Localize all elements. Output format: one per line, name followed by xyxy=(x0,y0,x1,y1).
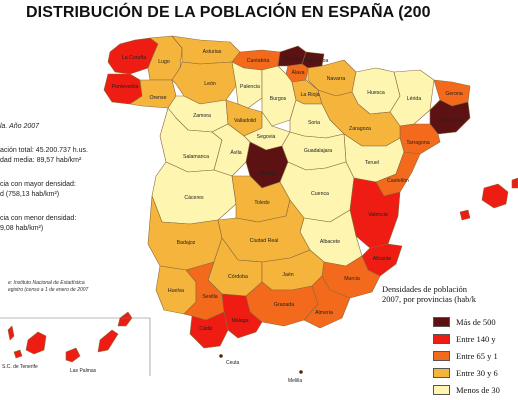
legend-item-medium: Entre 65 y 1 xyxy=(433,350,498,362)
label-castellon: Castellón xyxy=(387,178,409,184)
label-gerona: Gerona xyxy=(445,91,462,97)
label-ceuta: Ceuta xyxy=(226,360,240,366)
province-orense[interactable] xyxy=(129,79,177,109)
legend-swatch xyxy=(433,351,450,361)
province-fuerteventura[interactable] xyxy=(97,329,119,353)
legend-item-very-high: Más de 500 xyxy=(433,316,496,328)
label-vizcaya: Vizcaya xyxy=(283,56,301,62)
map-title: DISTRIBUCIÓN DE LA POBLACIÓN EN ESPAÑA (… xyxy=(26,4,431,21)
info-year: la. Año 2007 xyxy=(0,123,40,130)
info-total-population: ación total: 45.200.737 h.us. xyxy=(0,147,88,154)
label-cuenca: Cuenca xyxy=(311,191,329,197)
label-huesca: Huesca xyxy=(367,90,385,96)
label-madrid: Madrid xyxy=(260,171,276,177)
label-lugo: Lugo xyxy=(158,59,170,65)
province-tenerife-island[interactable] xyxy=(25,331,47,355)
label-alava: Álava xyxy=(292,69,305,76)
legend-swatch xyxy=(433,317,450,327)
label-valencia: Valencia xyxy=(368,212,388,218)
label-malaga: Málaga xyxy=(231,318,248,324)
label-albacete: Albacete xyxy=(320,239,340,245)
label-sevilla: Sevilla xyxy=(202,294,217,300)
label-zaragoza: Zaragoza xyxy=(349,126,371,132)
label-orense: Orense xyxy=(149,95,166,101)
label-ciudadreal: Ciudad Real xyxy=(250,238,279,244)
label-zamora: Zamora xyxy=(193,113,211,119)
province-gomera[interactable] xyxy=(13,349,23,359)
legend-item-low: Entre 30 y 6 xyxy=(433,367,498,379)
label-tenerife: S.C. de Tenerife xyxy=(2,364,38,370)
province-lapalma[interactable] xyxy=(7,325,15,341)
label-coruna: La Coruña xyxy=(122,55,146,61)
source-note: e: Instituto Nacional de Estadística egi… xyxy=(8,280,88,294)
province-melilla[interactable] xyxy=(299,370,303,374)
label-laspalmas: Las Palmas xyxy=(70,368,97,374)
legend-label: Entre 30 y 6 xyxy=(456,368,498,378)
label-guipuzcoa: Guipúzcoa xyxy=(304,58,329,64)
label-melilla: Melilla xyxy=(288,378,302,384)
label-asturias: Asturias xyxy=(203,49,222,55)
label-avila: Ávila xyxy=(230,149,241,156)
label-badajoz: Badajoz xyxy=(177,240,196,246)
legend-label: Más de 500 xyxy=(456,317,496,327)
info-max-density-value: d (758,13 hab/km²) xyxy=(0,191,60,198)
label-cadiz: Cádiz xyxy=(199,326,213,332)
province-ceuta[interactable] xyxy=(219,354,223,358)
legend-item-very-low: Menos de 30 xyxy=(433,384,500,396)
province-cadiz[interactable] xyxy=(189,311,229,349)
province-palencia[interactable] xyxy=(231,61,263,109)
province-baleares-mallorca[interactable] xyxy=(481,183,509,209)
label-cantabria: Cantabria xyxy=(247,58,270,64)
label-palencia: Palencia xyxy=(240,84,260,90)
label-barcelona: Barcelona xyxy=(440,118,463,124)
legend-label: Entre 65 y 1 xyxy=(456,351,498,361)
legend-swatch xyxy=(433,385,450,395)
label-caceres: Cáceres xyxy=(184,195,204,201)
province-grancanaria[interactable] xyxy=(65,347,81,363)
label-burgos: Burgos xyxy=(270,96,287,102)
province-malaga[interactable] xyxy=(221,293,263,339)
label-murcia: Murcia xyxy=(344,276,360,282)
label-alicante: Alicante xyxy=(373,256,392,262)
legend-title-line-2: 2007, por provincias (hab/k xyxy=(382,294,476,304)
source-line-2: egistro (censo a 1 de enero de 2007 xyxy=(8,287,89,293)
info-min-density-value: 9,08 hab/km²) xyxy=(0,225,44,232)
legend-title: Densidades de población 2007, por provin… xyxy=(382,284,476,304)
label-granada: Granada xyxy=(274,302,294,308)
label-cordoba: Córdoba xyxy=(228,274,248,280)
label-valladolid: Valladolid xyxy=(234,118,256,124)
label-larioja: La Rioja xyxy=(300,92,319,98)
label-jaen: Jaén xyxy=(282,272,293,278)
label-soria: Soria xyxy=(308,120,320,126)
province-lanzarote[interactable] xyxy=(117,311,133,327)
label-pontevedra: Pontevedra xyxy=(112,84,139,90)
legend-label: Entre 140 y xyxy=(456,334,496,344)
info-mean-density: dad media: 89,57 hab/km² xyxy=(0,157,82,164)
label-toledo: Toledo xyxy=(254,200,269,206)
label-lerida: Lérida xyxy=(407,96,422,102)
province-baleares-menorca[interactable] xyxy=(511,177,518,189)
label-navarra: Navarra xyxy=(327,76,346,82)
source-line-1: e: Instituto Nacional de Estadística xyxy=(8,280,85,286)
legend-title-line-1: Densidades de población xyxy=(382,284,467,294)
legend-label: Menos de 30 xyxy=(456,385,500,395)
label-leon: León xyxy=(204,81,216,87)
label-salamanca: Salamanca xyxy=(183,154,209,160)
label-huelva: Huelva xyxy=(168,288,184,294)
label-teruel: Teruel xyxy=(365,160,379,166)
legend-swatch xyxy=(433,368,450,378)
province-almeria[interactable] xyxy=(303,275,351,329)
province-baleares-ibiza[interactable] xyxy=(459,209,471,221)
label-segovia: Segovia xyxy=(257,134,276,140)
info-max-density-label: cia con mayor densidad: xyxy=(0,181,76,188)
province-barcelona[interactable] xyxy=(429,99,471,135)
label-almeria: Almería xyxy=(315,310,333,316)
legend-item-high: Entre 140 y xyxy=(433,333,496,345)
label-tarragona: Tarragona xyxy=(406,140,429,146)
legend-swatch xyxy=(433,334,450,344)
label-guadalajara: Guadalajara xyxy=(304,148,332,154)
info-min-density-label: cia con menor densidad: xyxy=(0,215,77,222)
